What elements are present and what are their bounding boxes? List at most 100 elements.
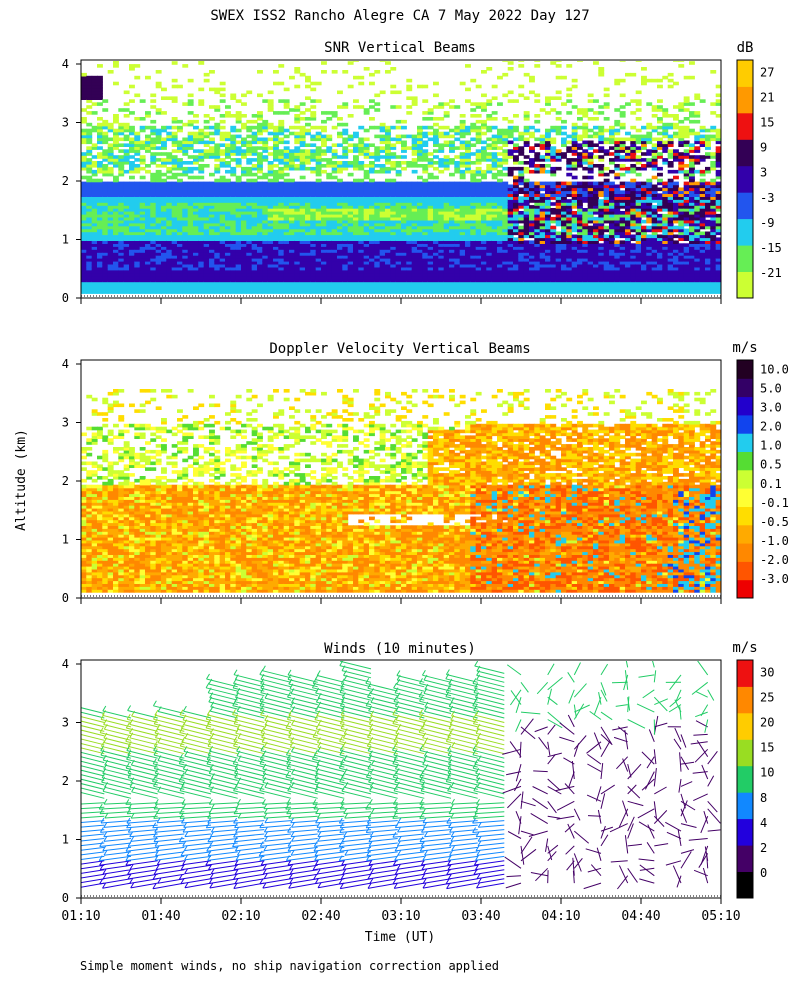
colorbar-label: 8 xyxy=(760,791,767,805)
snr-panel-title: SNR Vertical Beams xyxy=(324,40,476,56)
colorbar-swatch xyxy=(737,415,753,434)
colorbar-label: -21 xyxy=(760,266,782,280)
colorbar-swatch xyxy=(737,452,753,471)
colorbar-label: -3.0 xyxy=(760,572,789,586)
colorbar-label: 1.0 xyxy=(760,439,782,453)
wind-profile xyxy=(637,651,668,883)
colorbar-label: 2 xyxy=(760,841,767,855)
colorbar-swatch xyxy=(737,561,753,580)
colorbar-swatch xyxy=(737,872,753,899)
colorbar-label: 5.0 xyxy=(760,382,782,396)
colorbar-swatch xyxy=(737,433,753,452)
colorbar-swatch xyxy=(737,166,753,193)
y-tick-label: 0 xyxy=(62,891,69,905)
colorbar-label: -15 xyxy=(760,241,782,255)
colorbar-label: 30 xyxy=(760,666,774,680)
wind-profile xyxy=(584,664,615,889)
colorbars: dB-21-15-9-339152127m/s-3.0-2.0-1.0-0.5-… xyxy=(732,40,789,899)
colorbar-label: -0.1 xyxy=(760,496,789,510)
colorbar-label: -9 xyxy=(760,216,774,230)
colorbar-label: 27 xyxy=(760,66,774,80)
wind-profile xyxy=(555,663,589,884)
y-tick-label: 4 xyxy=(62,657,69,671)
colorbar-swatch xyxy=(737,580,753,599)
wind-profile xyxy=(152,701,184,889)
colorbar-swatch xyxy=(737,272,753,299)
colorbar-label: -0.5 xyxy=(760,515,789,529)
colorbar-label: 9 xyxy=(760,141,767,155)
doppler-heatmap xyxy=(81,389,722,593)
wind-profile xyxy=(393,671,425,889)
wind-profile xyxy=(312,671,344,888)
wind-profile xyxy=(286,670,318,888)
colorbar-unit: m/s xyxy=(732,340,757,356)
colorbar-swatch xyxy=(737,113,753,140)
colorbar-label: 10.0 xyxy=(760,363,789,377)
colorbar-label: 15 xyxy=(760,741,774,755)
x-tick-label: 01:10 xyxy=(61,909,100,924)
y-tick-label: 3 xyxy=(62,116,69,130)
wind-profile xyxy=(473,661,505,888)
colorbar-label: 2.0 xyxy=(760,420,782,434)
colorbar-swatch xyxy=(737,397,753,416)
colorbar-label: -1.0 xyxy=(760,534,789,548)
x-tick-label: 02:40 xyxy=(301,909,340,924)
colorbar-label: 0 xyxy=(760,866,767,880)
wind-profile xyxy=(529,664,563,883)
colorbar-swatch xyxy=(737,766,753,793)
wind-profile xyxy=(446,670,478,889)
colorbar-label: 4 xyxy=(760,816,767,830)
colorbar-swatch xyxy=(737,219,753,246)
colorbar-label: 3.0 xyxy=(760,401,782,415)
y-tick-label: 2 xyxy=(62,474,69,488)
colorbar-swatch xyxy=(737,360,753,379)
y-tick-label: 4 xyxy=(62,57,69,71)
colorbar-swatch xyxy=(737,525,753,544)
colorbar-label: 21 xyxy=(760,91,774,105)
y-tick-label: 1 xyxy=(62,233,69,247)
x-tick-label: 04:10 xyxy=(541,909,580,924)
footnote: Simple moment winds, no ship navigation … xyxy=(80,959,499,973)
colorbar-swatch xyxy=(737,543,753,562)
y-tick-label: 3 xyxy=(62,716,69,730)
colorbar-swatch xyxy=(737,470,753,489)
x-tick-label: 01:40 xyxy=(141,909,180,924)
colorbar-unit: dB xyxy=(737,40,754,56)
colorbar-label: 0.5 xyxy=(760,458,782,472)
colorbar-swatch xyxy=(737,713,753,740)
y-tick-label: 1 xyxy=(62,833,69,847)
y-tick-label: 2 xyxy=(62,774,69,788)
x-tick-label: 03:40 xyxy=(461,909,500,924)
wind-profile xyxy=(665,675,696,888)
colorbar-swatch xyxy=(737,139,753,166)
colorbar-swatch xyxy=(737,792,753,819)
colorbar-swatch xyxy=(737,819,753,846)
y-tick-label: 0 xyxy=(62,291,69,305)
y-tick-label: 1 xyxy=(62,533,69,547)
colorbar-swatch xyxy=(737,660,753,687)
y-tick-label: 0 xyxy=(62,591,69,605)
wind-barbs xyxy=(72,649,720,889)
wind-profile xyxy=(419,670,451,888)
colorbar-label: 15 xyxy=(760,116,774,130)
x-tick-label: 04:40 xyxy=(621,909,660,924)
winds-panel-title: Winds (10 minutes) xyxy=(324,641,476,657)
x-tick-label: 03:10 xyxy=(381,909,420,924)
wind-profile xyxy=(502,665,540,888)
colorbar-label: 10 xyxy=(760,766,774,780)
colorbar-swatch xyxy=(737,86,753,113)
colorbar-label: 3 xyxy=(760,166,767,180)
y-tick-label: 4 xyxy=(62,357,69,371)
colorbar-swatch xyxy=(737,488,753,507)
x-tick-label: 02:10 xyxy=(221,909,260,924)
colorbar-swatch xyxy=(737,60,753,87)
colorbar-swatch xyxy=(737,686,753,713)
x-axis-label: Time (UT) xyxy=(365,930,435,945)
colorbar-swatch xyxy=(737,192,753,219)
doppler-panel-title: Doppler Velocity Vertical Beams xyxy=(269,341,530,357)
y-tick-label: 3 xyxy=(62,416,69,430)
y-axis-label: Altitude (km) xyxy=(14,429,29,531)
colorbar-label: -2.0 xyxy=(760,553,789,567)
colorbar-label: 25 xyxy=(760,691,774,705)
